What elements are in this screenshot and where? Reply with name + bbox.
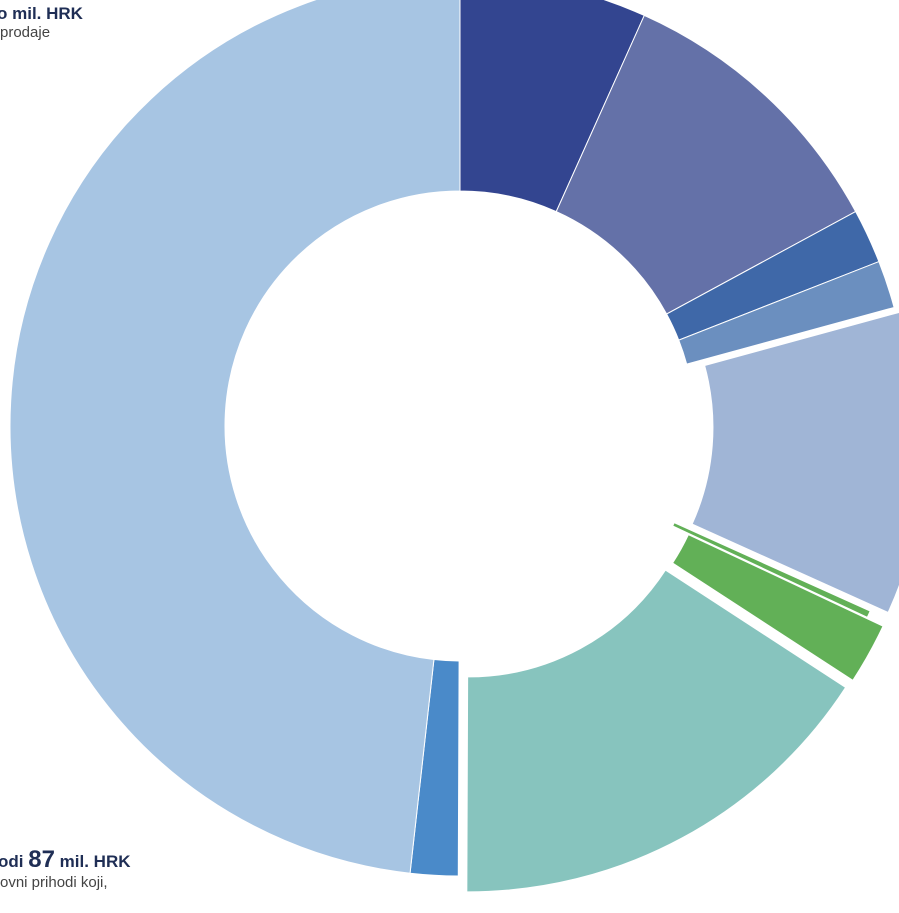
donut-slice-10 bbox=[9, 0, 461, 874]
top-annotation-title: o mil. HRK bbox=[0, 4, 83, 23]
top-annotation: o mil. HRK prodaje bbox=[0, 4, 86, 41]
bottom-annotation-title: odi 87 mil. HRK bbox=[0, 846, 131, 874]
donut-slice-7 bbox=[671, 534, 884, 682]
bottom-annotation-unit: mil. HRK bbox=[59, 852, 131, 871]
donut-slice-8 bbox=[466, 569, 847, 893]
donut-slice-4 bbox=[678, 260, 895, 365]
bottom-annotation-prefix: odi bbox=[0, 852, 24, 871]
donut-slice-2 bbox=[555, 14, 857, 315]
donut-slice-6 bbox=[672, 521, 871, 619]
bottom-annotation: odi 87 mil. HRK ovni prihodi koji, bbox=[0, 846, 133, 891]
bottom-annotation-value: 87 bbox=[28, 846, 55, 873]
donut-slice-5 bbox=[691, 311, 899, 614]
top-annotation-subtitle: prodaje bbox=[0, 23, 51, 41]
bottom-annotation-subtitle: ovni prihodi koji, bbox=[0, 873, 108, 891]
